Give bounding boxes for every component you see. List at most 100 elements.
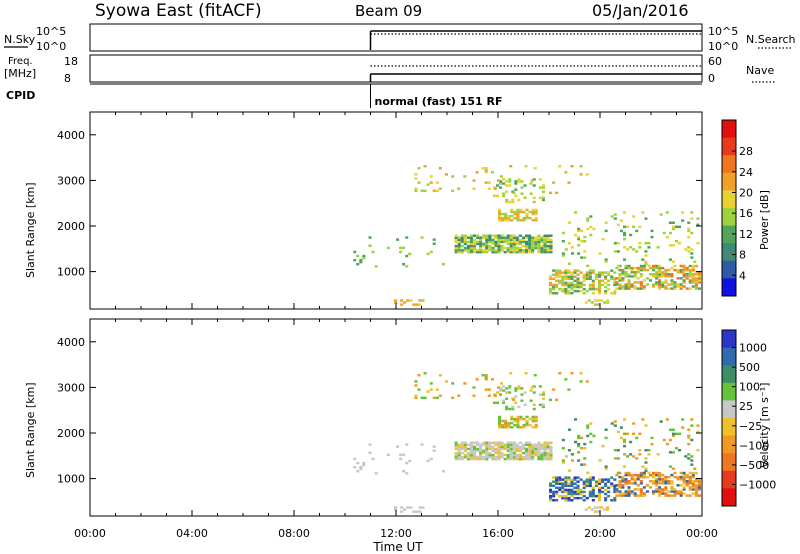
- echo-cell: [543, 457, 547, 461]
- echo-cell: [613, 490, 617, 494]
- echo-cell: [588, 275, 592, 278]
- echo-cell: [485, 451, 489, 455]
- echo-cell: [570, 372, 574, 375]
- echo-cell: [353, 258, 357, 262]
- echo-cell: [591, 281, 595, 285]
- echo-cell: [630, 271, 634, 274]
- echo-cell: [585, 478, 589, 481]
- echo-cell: [694, 486, 698, 489]
- echo-cell: [500, 455, 504, 459]
- echo-cell: [564, 482, 568, 485]
- colorbar-tick-label: 24: [739, 166, 753, 179]
- echo-cell: [661, 482, 665, 485]
- echo-cell: [423, 396, 427, 400]
- echo-cell: [386, 453, 390, 457]
- echo-cell: [506, 457, 510, 461]
- echo-cell: [633, 492, 637, 495]
- echo-cell: [534, 449, 538, 453]
- echo-cell: [586, 264, 590, 268]
- echo-cell: [492, 194, 496, 198]
- echo-cell: [454, 246, 458, 250]
- echo-cell: [543, 250, 547, 254]
- echo-cell: [466, 240, 470, 244]
- echo-cell: [549, 246, 553, 250]
- echo-cell: [607, 279, 611, 283]
- echo-cell: [537, 234, 541, 237]
- echo-cell: [687, 428, 691, 431]
- echo-cell: [528, 244, 532, 248]
- echo-cell: [668, 221, 672, 224]
- echo-cell: [420, 396, 424, 400]
- echo-cell: [497, 455, 501, 459]
- echo-cell: [618, 494, 622, 497]
- echo-cell: [528, 238, 532, 242]
- echo-cell: [510, 219, 514, 222]
- echo-cell: [485, 445, 489, 449]
- echo-cell: [574, 233, 578, 237]
- echo-cell: [610, 215, 614, 218]
- echo-cell: [576, 486, 580, 490]
- echo-cell: [604, 277, 608, 281]
- echo-cell: [616, 449, 620, 452]
- echo-cell: [507, 219, 511, 222]
- echo-cell: [658, 492, 662, 495]
- echo-cell: [500, 382, 504, 385]
- echo-cell: [500, 175, 504, 178]
- echo-cell: [541, 397, 545, 400]
- echo-cell: [641, 418, 645, 421]
- echo-cell: [636, 281, 640, 284]
- cpid-label: CPID: [6, 89, 35, 102]
- echo-cell: [687, 436, 691, 440]
- echo-cell: [615, 266, 619, 270]
- echo-cell: [543, 443, 547, 446]
- echo-cell: [638, 432, 642, 436]
- echo-cell: [546, 250, 550, 254]
- echo-cell: [679, 475, 683, 479]
- echo-cell: [615, 281, 619, 284]
- echo-cell: [615, 283, 619, 286]
- echo-cell: [558, 165, 562, 168]
- colorbar-tick-label: 8: [739, 249, 746, 262]
- echo-cell: [691, 473, 695, 477]
- echo-cell: [694, 484, 698, 487]
- echo-cell: [561, 252, 565, 255]
- echo-cell: [645, 277, 649, 280]
- echo-cell: [623, 465, 627, 468]
- echo-cell: [579, 496, 583, 500]
- echo-cell: [661, 490, 665, 493]
- echo-cell: [552, 476, 556, 479]
- echo-cell: [485, 248, 489, 252]
- nsky-tick-high: 10^5: [36, 25, 66, 38]
- echo-cell: [508, 178, 512, 181]
- echo-cell: [613, 283, 617, 287]
- echo-cell: [534, 443, 538, 446]
- echo-cell: [479, 451, 483, 455]
- echo-cell: [567, 496, 571, 500]
- echo-cell: [519, 208, 523, 212]
- echo-cell: [567, 492, 571, 496]
- echo-cell: [574, 440, 578, 444]
- power-ylabel: Slant Range [km]: [24, 182, 37, 278]
- echo-cell: [432, 189, 436, 193]
- echo-cell: [588, 490, 592, 494]
- echo-cell: [454, 445, 458, 449]
- echo-cell: [540, 240, 544, 244]
- echo-cell: [618, 277, 622, 280]
- echo-cell: [549, 494, 553, 498]
- echo-cell: [580, 229, 584, 233]
- echo-cell: [485, 441, 489, 444]
- echo-cell: [630, 266, 634, 270]
- echo-cell: [482, 457, 486, 461]
- echo-cell: [491, 453, 495, 457]
- echo-cell: [585, 482, 589, 485]
- echo-cell: [518, 238, 522, 242]
- echo-cell: [576, 476, 580, 479]
- echo-cell: [567, 449, 571, 452]
- echo-cell: [534, 423, 538, 427]
- echo-cell: [473, 441, 477, 444]
- echo-cell: [633, 271, 637, 274]
- echo-cell: [525, 212, 529, 216]
- echo-cell: [497, 447, 501, 451]
- echo-cell: [635, 436, 639, 440]
- echo-cell: [585, 484, 589, 488]
